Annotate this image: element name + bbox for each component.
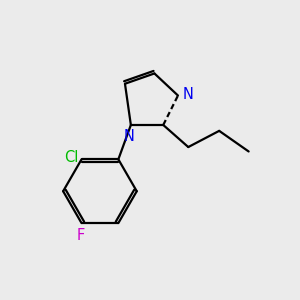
Text: F: F [77,228,85,243]
Text: N: N [124,128,135,143]
Text: Cl: Cl [64,150,78,165]
Text: N: N [182,87,193,102]
